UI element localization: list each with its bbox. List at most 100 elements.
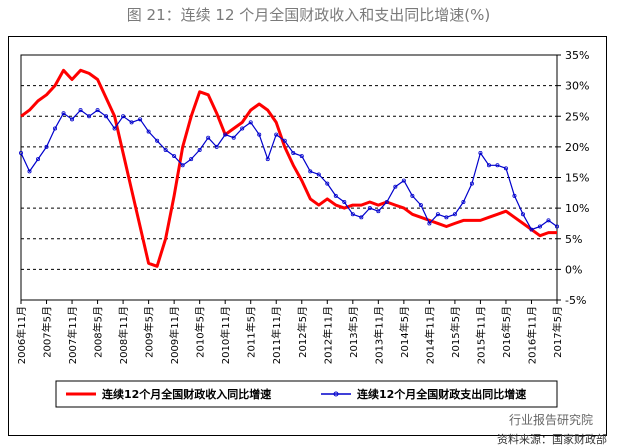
expenditure-point [214, 144, 219, 149]
expenditure-point [53, 126, 58, 131]
expenditure-point [121, 114, 126, 119]
legend-label-expenditure: 连续12个月全国财政支出同比增速 [357, 387, 526, 401]
expenditure-point [435, 212, 440, 217]
expenditure-point [469, 181, 474, 186]
expenditure-point [78, 108, 83, 113]
expenditure-point [350, 212, 355, 217]
expenditure-point [418, 203, 423, 208]
expenditure-point [486, 163, 491, 168]
x-tick-label: 2017年5月 [551, 306, 564, 358]
expenditure-point [282, 138, 287, 143]
expenditure-point [299, 154, 304, 159]
y-tick-label: 35% [565, 49, 589, 62]
expenditure-point [112, 126, 117, 131]
series-lines [18, 68, 560, 268]
expenditure-point [555, 224, 560, 229]
expenditure-point [342, 199, 347, 204]
x-tick-label: 2016年11月 [525, 306, 538, 364]
y-tick-label: 30% [565, 80, 589, 93]
expenditure-point [529, 227, 534, 232]
x-tick-label: 2015年5月 [449, 306, 462, 358]
chart-title: 图 21：连续 12 个月全国财政收入和支出同比增速(%) [126, 6, 491, 24]
x-tick-label: 2006年11月 [15, 306, 28, 364]
x-tick-label: 2011年5月 [245, 306, 258, 358]
grid-lines [20, 54, 558, 301]
x-tick-label: 2008年11月 [117, 306, 130, 364]
x-tick-label: 2014年5月 [398, 306, 411, 358]
y-tick-label: -5% [565, 294, 586, 307]
chart-frame [8, 36, 607, 436]
expenditure-point [231, 135, 236, 140]
expenditure-point [155, 138, 160, 143]
expenditure-point [401, 178, 406, 183]
expenditure-point [325, 181, 330, 186]
expenditure-point [146, 129, 151, 134]
y-axis: 35% 30% 25% 20% 15% 10% 5% 0% -5% [557, 49, 589, 307]
expenditure-point [427, 221, 432, 226]
legend-marker [333, 391, 339, 397]
expenditure-point [189, 157, 194, 162]
y-tick-label: 15% [565, 172, 589, 185]
expenditure-point [444, 215, 449, 220]
x-tick-label: 2011年11月 [270, 306, 283, 364]
expenditure-point [248, 120, 253, 125]
y-tick-label: 0% [565, 263, 582, 276]
x-tick-label: 2015年11月 [474, 306, 487, 364]
expenditure-point [95, 108, 100, 113]
x-tick-label: 2007年11月 [66, 306, 79, 364]
expenditure-point [129, 120, 134, 125]
expenditure-point [180, 163, 185, 168]
x-tick-label: 2012年11月 [321, 306, 334, 364]
expenditure-point [223, 132, 228, 137]
expenditure-point [265, 157, 270, 162]
expenditure-point [27, 169, 32, 174]
x-tick-label: 2014年11月 [423, 306, 436, 364]
expenditure-point [163, 147, 168, 152]
x-tick-label: 2013年11月 [372, 306, 385, 364]
expenditure-point [138, 117, 143, 122]
expenditure-point [206, 135, 211, 140]
expenditure-point [384, 199, 389, 204]
y-tick-label: 5% [565, 233, 582, 246]
expenditure-point [257, 132, 262, 137]
expenditure-point [461, 199, 466, 204]
expenditure-point [87, 114, 92, 119]
legend: 连续12个月全国财政收入同比增速 连续12个月全国财政支出同比增速 [55, 380, 558, 408]
x-tick-label: 2009年5月 [143, 306, 156, 358]
x-axis: 2006年11月 2007年5月 2007年11月 2008年5月 2008年11月 20… [15, 300, 564, 364]
expenditure-point [308, 169, 313, 174]
expenditure-point [36, 157, 41, 162]
expenditure-series-line [20, 109, 558, 231]
x-tick-label: 2016年5月 [500, 306, 513, 358]
y-tick-label: 20% [565, 141, 589, 154]
expenditure-point [61, 111, 66, 116]
expenditure-point [104, 114, 109, 119]
expenditure-point [495, 163, 500, 168]
y-tick-label: 10% [565, 202, 589, 215]
expenditure-point [44, 144, 49, 149]
x-tick-label: 2009年11月 [168, 306, 181, 364]
x-tick-label: 2008年5月 [92, 306, 105, 358]
expenditure-point [452, 212, 457, 217]
source-note: 资料来源：国家财政部 [497, 433, 607, 446]
revenue-series-line [20, 68, 557, 268]
expenditure-point [70, 117, 75, 122]
y-tick-label: 25% [565, 110, 589, 123]
x-tick-label: 2007年5月 [41, 306, 54, 358]
x-tick-label: 2013年5月 [347, 306, 360, 358]
expenditure-point [316, 172, 321, 177]
expenditure-point [359, 215, 364, 220]
expenditure-point [240, 126, 245, 131]
legend-label-revenue: 连续12个月全国财政收入同比增速 [102, 387, 271, 401]
expenditure-point [393, 184, 398, 189]
x-tick-label: 2010年5月 [194, 306, 207, 358]
expenditure-point [410, 193, 415, 198]
expenditure-point [537, 224, 542, 229]
expenditure-point [367, 206, 372, 211]
expenditure-point [274, 132, 279, 137]
expenditure-point [512, 193, 517, 198]
expenditure-point [520, 212, 525, 217]
expenditure-point [478, 150, 483, 155]
x-tick-label: 2012年5月 [296, 306, 309, 358]
